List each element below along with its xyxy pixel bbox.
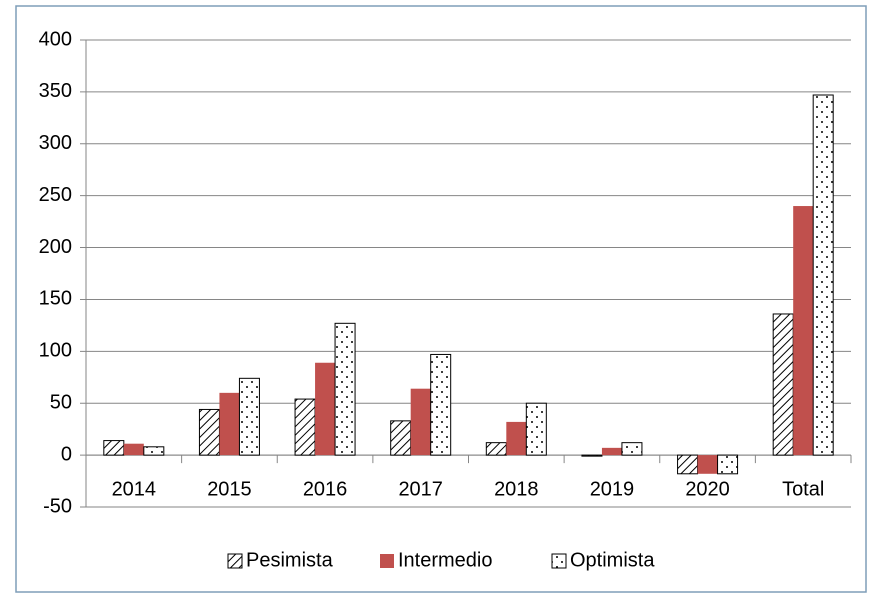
x-tick-label: 2020	[685, 478, 730, 500]
bar	[238, 377, 260, 456]
bar	[334, 322, 356, 456]
legend-swatch	[227, 553, 243, 569]
x-tick-label: 2014	[112, 478, 157, 500]
legend-swatch	[380, 554, 394, 568]
bar	[601, 447, 622, 456]
bar	[772, 313, 794, 456]
x-tick-label: Total	[782, 478, 824, 500]
bar	[677, 454, 699, 475]
bar	[315, 362, 336, 456]
y-tick-label: 300	[39, 132, 72, 154]
bar	[410, 388, 431, 456]
bar	[103, 440, 125, 456]
bar	[294, 398, 316, 456]
x-tick-label: 2017	[398, 478, 443, 500]
y-tick-label: 350	[39, 80, 72, 102]
bar	[717, 454, 739, 475]
bar	[123, 443, 144, 456]
y-tick-label: 100	[39, 340, 72, 362]
y-tick-label: 250	[39, 184, 72, 206]
bar	[525, 402, 547, 456]
x-tick-label: 2019	[590, 478, 635, 500]
y-tick-label: 200	[39, 236, 72, 258]
bar	[143, 446, 165, 456]
bar	[198, 408, 220, 456]
legend-label: Optimista	[570, 549, 655, 571]
bar	[581, 454, 603, 457]
x-tick-label: 2016	[303, 478, 348, 500]
bar	[621, 442, 643, 456]
bar	[390, 420, 412, 456]
bar	[506, 421, 527, 456]
y-tick-label: 150	[39, 288, 72, 310]
bar	[793, 206, 814, 456]
y-tick-label: 50	[50, 392, 72, 414]
x-tick-label: 2018	[494, 478, 539, 500]
legend-swatch	[551, 553, 567, 569]
bar	[485, 442, 507, 456]
bar	[430, 353, 452, 456]
bar	[812, 94, 834, 456]
legend-label: Pesimista	[246, 549, 334, 571]
y-tick-label: -50	[43, 495, 72, 517]
x-tick-label: 2015	[207, 478, 252, 500]
bar	[697, 455, 718, 474]
legend-label: Intermedio	[398, 549, 493, 571]
bar	[219, 392, 240, 456]
y-tick-label: 400	[39, 28, 72, 50]
y-tick-label: 0	[61, 443, 72, 465]
